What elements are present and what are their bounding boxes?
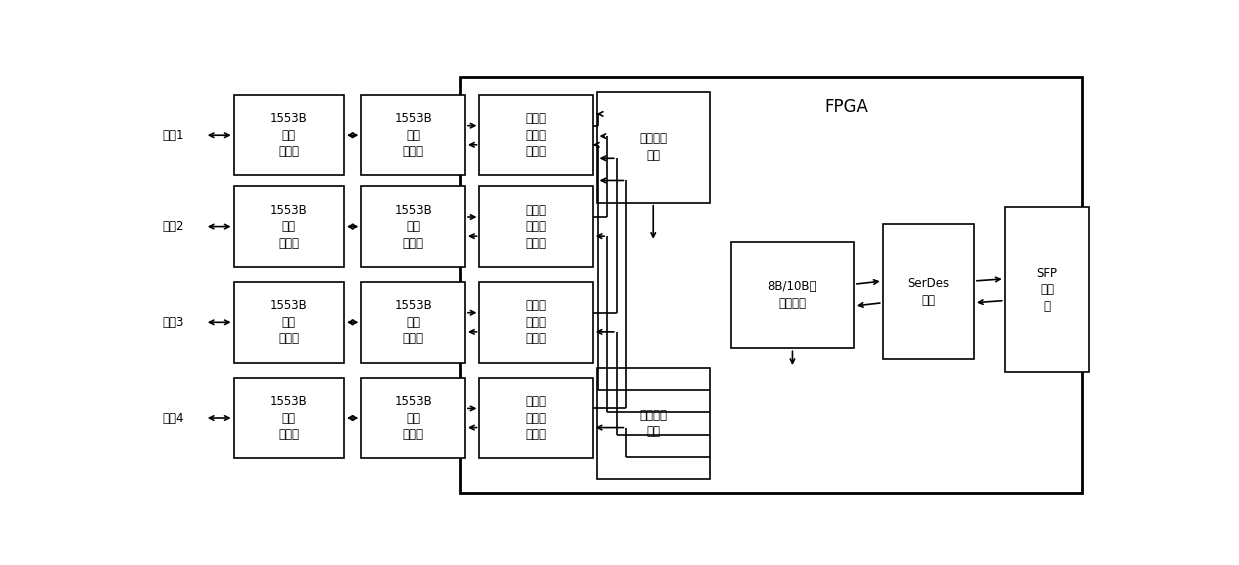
Bar [362,186,465,267]
Bar [479,186,592,267]
Text: SerDes
模块: SerDes 模块 [907,277,949,307]
Text: 1553B
接口
驱动器: 1553B 接口 驱动器 [394,112,432,158]
Bar [362,282,465,363]
Bar [882,224,974,359]
Text: FPGA: FPGA [824,98,869,116]
Bar [362,95,465,176]
Text: 1553B
接口
驱动器: 1553B 接口 驱动器 [394,203,432,250]
Text: 端口2: 端口2 [162,220,185,233]
Text: 1553B
隔离
变压器: 1553B 隔离 变压器 [270,299,307,345]
Text: 1553B
接口
驱动器: 1553B 接口 驱动器 [394,299,432,345]
Bar [597,92,710,203]
Bar [234,282,344,363]
Bar [234,378,344,458]
Bar [362,378,465,458]
Bar [1005,207,1089,372]
Bar [234,95,344,176]
Text: 1553B
接口
驱动器: 1553B 接口 驱动器 [394,395,432,441]
Text: 1553B
隔离
变压器: 1553B 隔离 变压器 [270,203,307,250]
Text: 1553B
隔离
变压器: 1553B 隔离 变压器 [270,395,307,441]
Text: 端口4: 端口4 [162,411,185,424]
Text: 8B/10B编
解码模块: 8B/10B编 解码模块 [768,280,818,310]
Text: 曼彿斯
特编解
码模块: 曼彿斯 特编解 码模块 [525,112,546,158]
Text: 端口1: 端口1 [162,129,185,142]
Bar [479,282,592,363]
Text: 端口3: 端口3 [162,316,183,329]
Bar [234,186,344,267]
Bar [479,95,592,176]
Text: 1553B
隔离
变压器: 1553B 隔离 变压器 [270,112,307,158]
Text: 曼彿斯
特编解
码模块: 曼彿斯 特编解 码模块 [525,395,546,441]
Bar [479,378,592,458]
Text: 信号复合
模块: 信号复合 模块 [639,132,668,162]
Bar [731,242,854,349]
Bar [460,76,1083,493]
Text: 曼彿斯
特编解
码模块: 曼彿斯 特编解 码模块 [525,299,546,345]
Bar [597,368,710,479]
Text: 信号分配
模块: 信号分配 模块 [639,408,668,438]
Text: SFP
光模
块: SFP 光模 块 [1037,267,1057,312]
Text: 曼彿斯
特编解
码模块: 曼彿斯 特编解 码模块 [525,203,546,250]
